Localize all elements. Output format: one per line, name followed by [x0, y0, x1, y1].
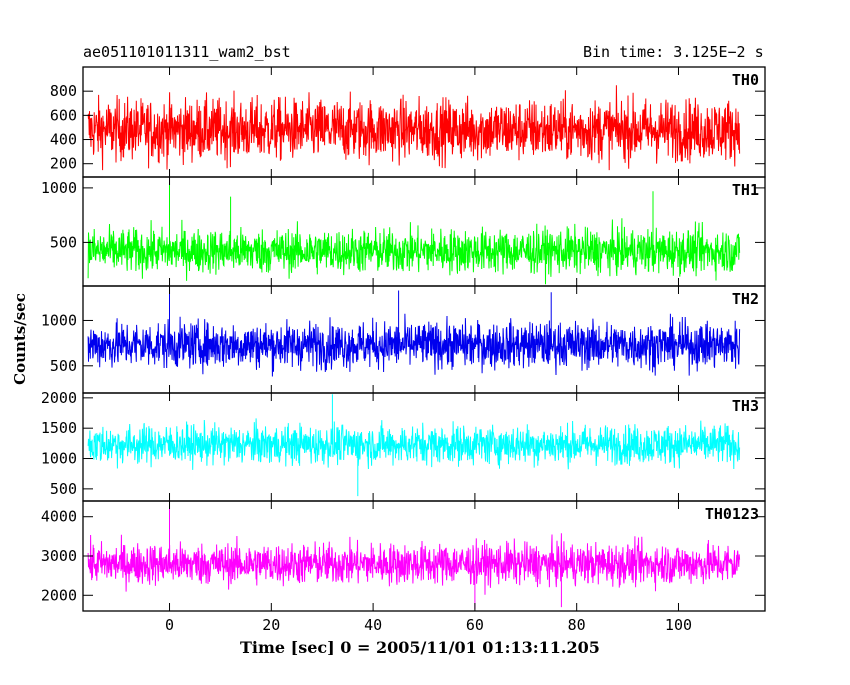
y-tick-label: 400	[50, 131, 77, 149]
x-tick-label: 40	[364, 616, 382, 634]
x-tick-label: 20	[262, 616, 280, 634]
x-tick-label: 60	[466, 616, 484, 634]
y-tick-label: 500	[50, 233, 77, 251]
y-tick-label: 600	[50, 106, 77, 124]
series-label-th0: TH0	[732, 71, 759, 89]
series-label-th1: TH1	[732, 181, 759, 199]
chart-title-left: ae051101011311_wam2_bst	[83, 43, 291, 61]
y-axis-label: Counts/sec	[11, 293, 29, 385]
x-tick-label: 100	[665, 616, 692, 634]
y-tick-label: 800	[50, 82, 77, 100]
x-tick-label: 0	[165, 616, 174, 634]
series-trace-th2	[87, 286, 741, 377]
y-tick-label: 1500	[41, 419, 77, 437]
y-tick-label: 4000	[41, 508, 77, 526]
y-tick-label: 1000	[41, 311, 77, 329]
chart-title-right: Bin time: 3.125E−2 s	[583, 43, 764, 61]
y-tick-label: 2000	[41, 586, 77, 604]
y-tick-label: 1000	[41, 179, 77, 197]
series-label-th2: TH2	[732, 290, 759, 308]
x-tick-label: 80	[568, 616, 586, 634]
y-tick-label: 200	[50, 155, 77, 173]
series-trace-th1	[87, 182, 741, 285]
y-tick-label: 1000	[41, 450, 77, 468]
series-label-th0123: TH0123	[705, 505, 759, 523]
y-tick-label: 500	[50, 480, 77, 498]
x-axis-label: Time [sec] 0 = 2005/11/01 01:13:11.205	[240, 638, 600, 657]
series-trace-th0123	[87, 504, 741, 609]
series-trace-th0	[87, 85, 741, 171]
y-tick-label: 500	[50, 357, 77, 375]
y-tick-label: 3000	[41, 547, 77, 565]
y-tick-label: 2000	[41, 389, 77, 407]
series-trace-th3	[87, 394, 741, 497]
series-label-th3: TH3	[732, 397, 759, 415]
